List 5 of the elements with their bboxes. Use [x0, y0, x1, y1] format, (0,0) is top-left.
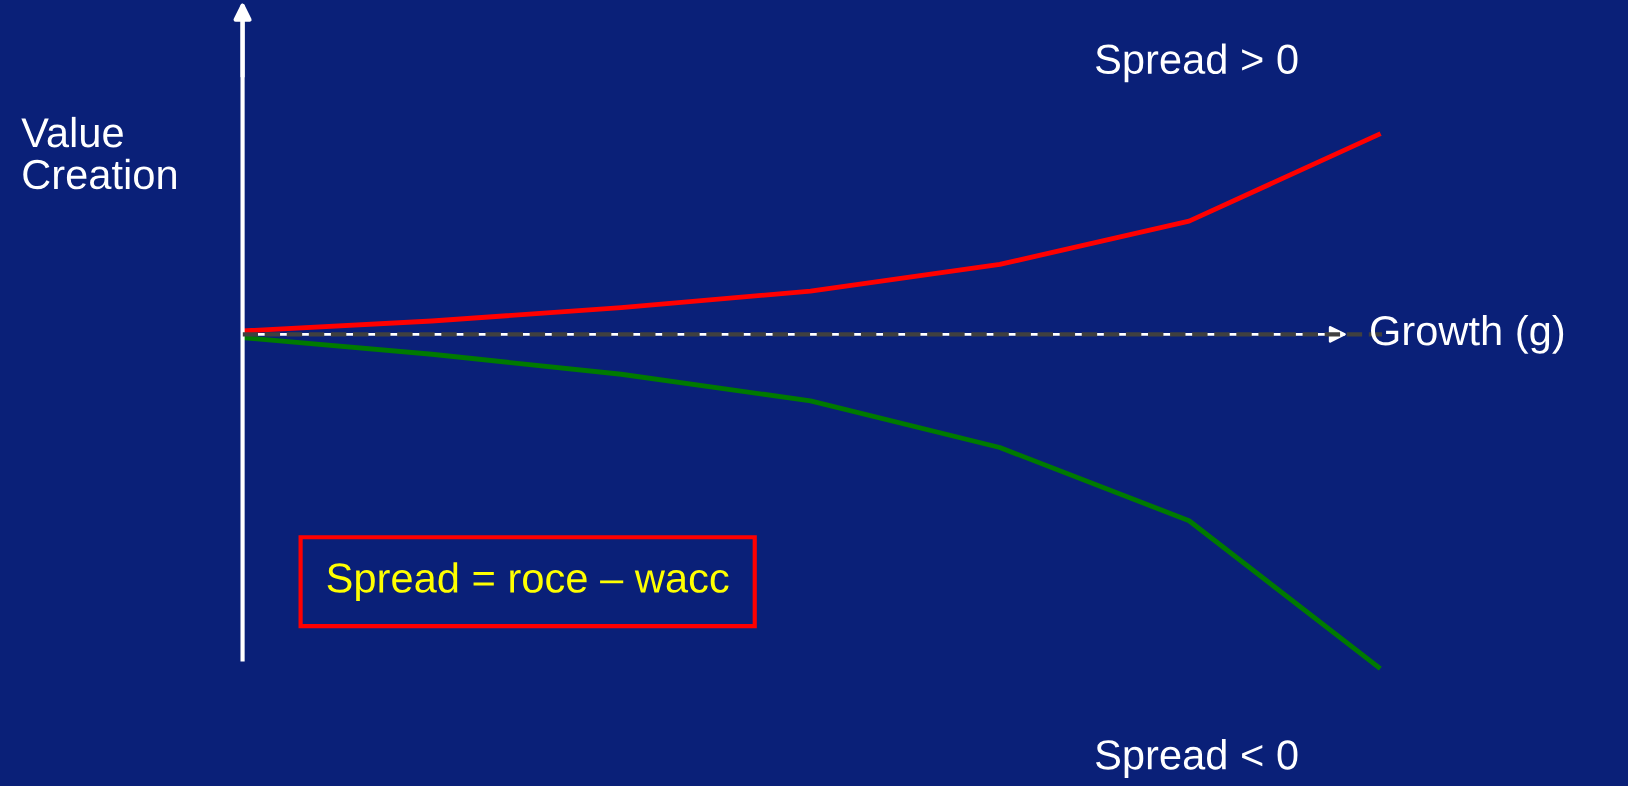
text: Spread < 0: [1095, 739, 1298, 778]
y-axis-title: Value Creation: [21, 116, 176, 190]
series-label: Spread > 0: [1095, 43, 1298, 83]
annotation: Spread = roce – wacc: [327, 562, 729, 602]
x-axis-title: Growth (g): [1371, 314, 1564, 354]
